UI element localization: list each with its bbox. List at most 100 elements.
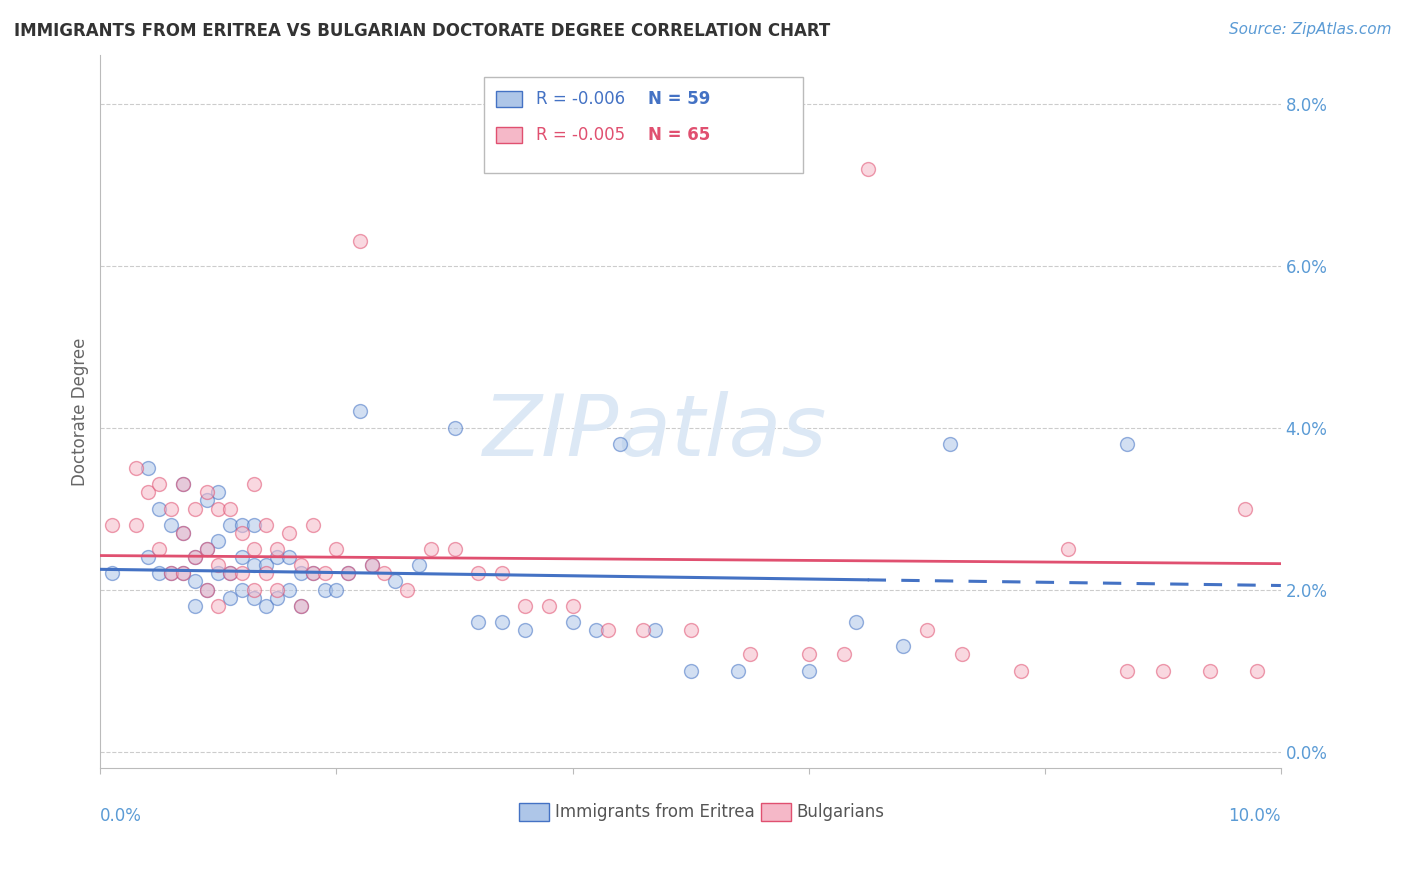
Point (125, 517, 148, 532)
Point (184, 574, 207, 589)
Point (950, 648, 973, 662)
Point (1010, 664, 1032, 678)
Point (491, 615, 513, 629)
Point (325, 582, 347, 597)
Point (797, 664, 820, 678)
Text: IMMIGRANTS FROM ERITREA VS BULGARIAN DOCTORATE DEGREE CORRELATION CHART: IMMIGRANTS FROM ERITREA VS BULGARIAN DOC… (14, 22, 831, 40)
Point (101, 517, 124, 532)
Text: N = 65: N = 65 (648, 126, 710, 144)
Point (1152, 664, 1174, 678)
Point (337, 566, 360, 581)
Point (207, 558, 229, 573)
Point (1234, 501, 1257, 516)
Point (266, 550, 288, 565)
FancyBboxPatch shape (484, 77, 803, 173)
Point (467, 615, 489, 629)
Point (172, 477, 194, 491)
FancyBboxPatch shape (519, 804, 548, 822)
Point (1057, 542, 1080, 557)
FancyBboxPatch shape (762, 804, 792, 822)
Point (1116, 664, 1139, 678)
Text: 10.0%: 10.0% (1229, 807, 1281, 825)
Point (679, 623, 702, 637)
Point (148, 566, 170, 581)
Point (243, 517, 266, 532)
Point (443, 542, 465, 557)
Point (349, 404, 371, 418)
Point (184, 599, 207, 613)
Point (314, 566, 336, 581)
Point (443, 420, 465, 434)
Point (738, 648, 761, 662)
Point (231, 517, 253, 532)
Point (172, 477, 194, 491)
Point (325, 542, 347, 557)
Text: 0.0%: 0.0% (100, 807, 142, 825)
Point (419, 542, 441, 557)
Point (195, 542, 218, 557)
Point (160, 501, 183, 516)
Point (609, 437, 631, 451)
Point (172, 566, 194, 581)
Point (136, 485, 159, 500)
Point (231, 582, 253, 597)
Point (101, 566, 124, 581)
FancyBboxPatch shape (496, 92, 522, 107)
Point (160, 517, 183, 532)
Point (243, 582, 266, 597)
Point (243, 591, 266, 605)
Point (160, 566, 183, 581)
Point (596, 623, 619, 637)
Point (915, 623, 938, 637)
Point (856, 161, 879, 176)
Point (243, 477, 266, 491)
Point (266, 542, 288, 557)
Point (585, 623, 607, 637)
Point (290, 558, 312, 573)
Point (290, 566, 312, 581)
Point (727, 664, 749, 678)
Text: ZIPatlas: ZIPatlas (484, 392, 827, 475)
Point (939, 437, 962, 451)
Point (302, 517, 325, 532)
FancyBboxPatch shape (496, 127, 522, 143)
Point (254, 599, 277, 613)
Point (148, 542, 170, 557)
Point (832, 648, 855, 662)
Text: R = -0.005: R = -0.005 (536, 126, 626, 144)
Point (136, 550, 159, 565)
Point (278, 550, 301, 565)
Point (195, 582, 218, 597)
Point (254, 558, 277, 573)
Point (231, 566, 253, 581)
Point (797, 648, 820, 662)
Point (408, 558, 430, 573)
Point (219, 566, 242, 581)
Point (254, 566, 277, 581)
Point (644, 623, 666, 637)
Point (219, 591, 242, 605)
Point (266, 591, 288, 605)
Point (219, 566, 242, 581)
Point (360, 558, 382, 573)
Point (1116, 437, 1139, 451)
Point (219, 517, 242, 532)
Point (290, 599, 312, 613)
Point (349, 235, 371, 249)
Point (243, 558, 266, 573)
Point (337, 566, 360, 581)
Point (195, 485, 218, 500)
Point (160, 566, 183, 581)
Point (172, 525, 194, 540)
Point (396, 582, 419, 597)
Point (148, 501, 170, 516)
Point (136, 461, 159, 475)
Point (302, 566, 325, 581)
Point (360, 558, 382, 573)
Point (195, 582, 218, 597)
Point (302, 566, 325, 581)
Point (231, 550, 253, 565)
Point (515, 599, 537, 613)
Point (467, 566, 489, 581)
Point (290, 599, 312, 613)
